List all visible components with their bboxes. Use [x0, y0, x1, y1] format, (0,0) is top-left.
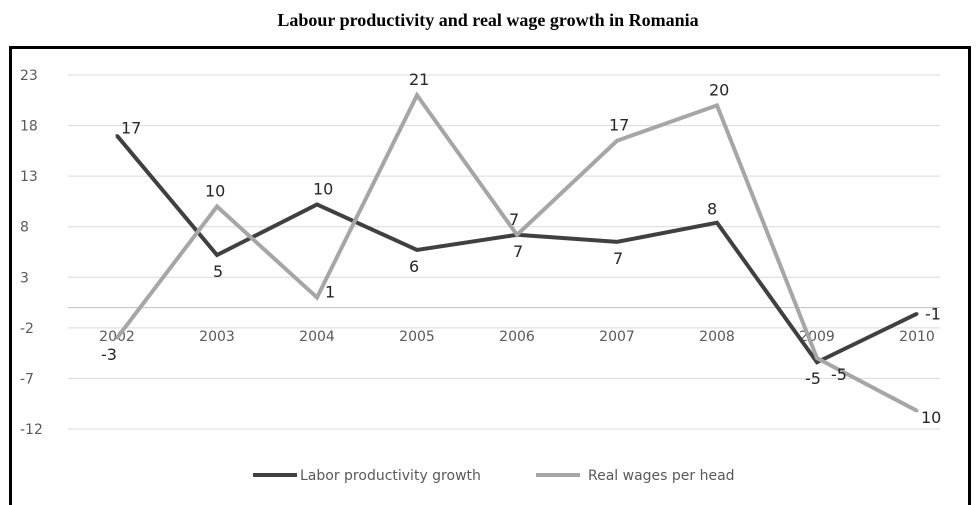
x-tick-label: 2004	[299, 329, 335, 345]
data-point	[715, 103, 719, 107]
data-label: 10	[205, 181, 225, 200]
data-point	[815, 356, 819, 360]
data-point	[615, 240, 619, 244]
data-label: 7	[509, 210, 519, 229]
x-tick-label: 2006	[499, 329, 535, 345]
y-tick-label: -7	[20, 371, 34, 387]
data-point	[915, 312, 919, 316]
data-label: 1	[325, 283, 335, 302]
y-tick-label: 23	[20, 68, 38, 84]
x-tick-label: 2007	[599, 329, 635, 345]
data-point	[715, 221, 719, 225]
y-tick-label: -2	[20, 321, 34, 337]
chart-frame	[9, 46, 971, 505]
data-label: -1	[925, 305, 941, 324]
y-tick-label: 13	[20, 169, 38, 185]
data-label: 21	[409, 70, 429, 89]
data-label: 8	[707, 200, 717, 219]
data-point	[315, 296, 319, 300]
x-tick-label: 2008	[699, 329, 735, 345]
y-tick-label: -12	[20, 422, 43, 438]
y-tick-label: 3	[20, 270, 29, 286]
x-tick-label: 2005	[399, 329, 435, 345]
data-point	[215, 204, 219, 208]
legend-label-0: Labor productivity growth	[300, 468, 481, 484]
data-point	[415, 248, 419, 252]
data-point	[915, 409, 919, 413]
data-point	[115, 134, 119, 138]
data-point	[615, 139, 619, 143]
legend-label-1: Real wages per head	[588, 468, 735, 484]
data-label: 7	[513, 242, 523, 261]
data-label: -3	[101, 345, 117, 364]
x-tick-label: 2010	[899, 329, 935, 345]
data-point	[415, 93, 419, 97]
x-tick-label: 2003	[199, 329, 235, 345]
data-point	[315, 202, 319, 206]
y-tick-label: 8	[20, 220, 29, 236]
data-label: 6	[409, 257, 419, 276]
y-tick-label: 18	[20, 119, 38, 135]
data-point	[815, 360, 819, 364]
data-label: 17	[121, 119, 141, 138]
data-label: 10	[313, 179, 333, 198]
data-point	[215, 253, 219, 257]
data-label: 10	[921, 408, 941, 427]
data-label: 7	[613, 249, 623, 268]
data-label: 17	[609, 116, 629, 135]
chart-title: Labour productivity and real wage growth…	[277, 10, 699, 30]
data-label: -5	[831, 365, 847, 384]
data-point	[515, 233, 519, 237]
data-point	[115, 336, 119, 340]
data-label: 5	[213, 262, 223, 281]
data-label: 20	[709, 80, 729, 99]
data-label: -5	[805, 369, 821, 388]
